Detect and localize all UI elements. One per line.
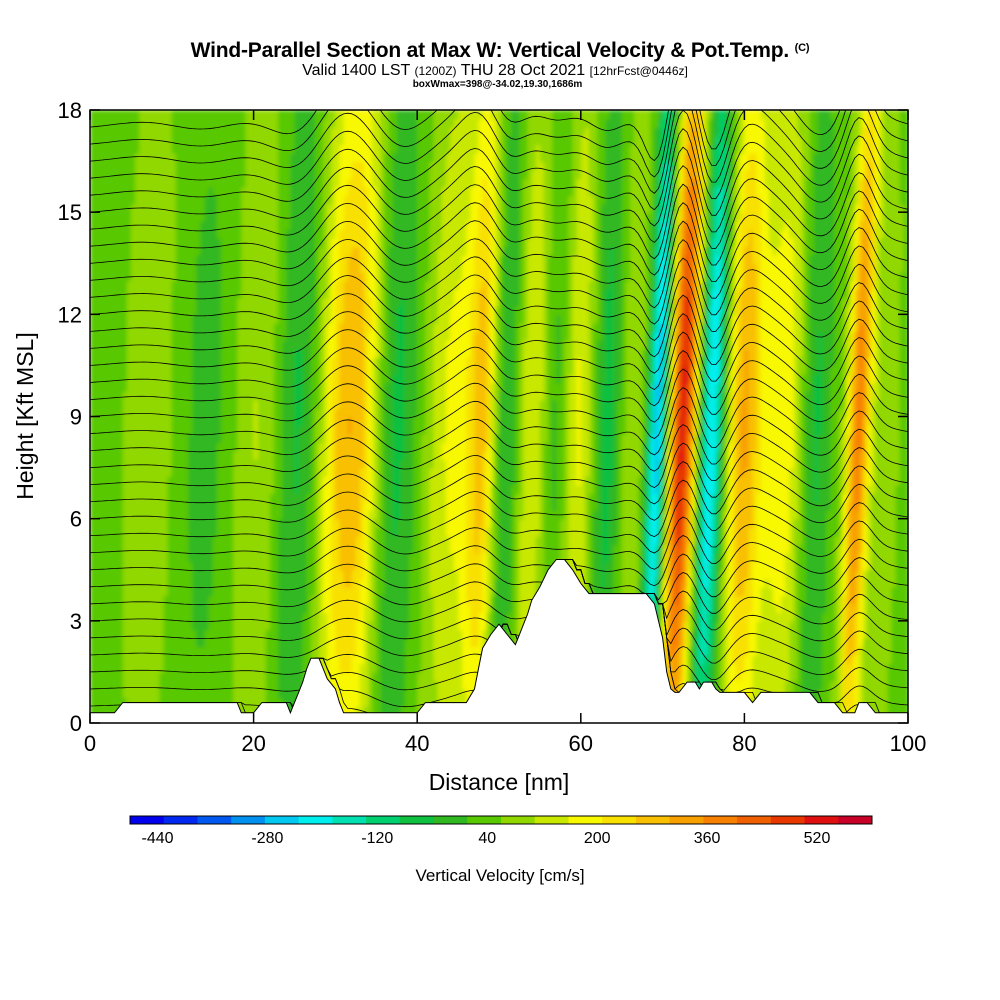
theta-contour xyxy=(90,424,908,489)
colorbar-swatch xyxy=(467,816,502,824)
colorbar-tick-label: -280 xyxy=(251,830,283,847)
y-tick-label: 3 xyxy=(70,609,82,634)
theta-contour xyxy=(90,239,908,325)
colorbar-tick-label: 520 xyxy=(804,830,831,847)
theta-contour xyxy=(90,350,908,423)
y-tick-label: 9 xyxy=(70,405,82,430)
colorbar-label: Vertical Velocity [cm/s] xyxy=(415,866,584,885)
colorbar-swatch xyxy=(197,816,232,824)
colorbar-swatch xyxy=(130,816,165,824)
colorbar: -440 -280 -120 40 200 360 520 xyxy=(129,815,873,847)
chart-subtitle: Valid 1400 LST (1200Z) THU 28 Oct 2021 [… xyxy=(0,63,1000,79)
colorbar-swatch xyxy=(298,816,333,824)
colorbar-swatch xyxy=(534,816,569,824)
theta-contour xyxy=(90,128,908,227)
valid-date: THU 28 Oct 2021 xyxy=(460,62,586,79)
theta-contour xyxy=(90,331,908,407)
colorbar-swatch xyxy=(163,816,198,824)
theta-contour xyxy=(90,313,908,390)
y-tick-label: 0 xyxy=(70,711,82,736)
theta-contour xyxy=(90,110,908,162)
theta-contour xyxy=(90,183,908,276)
chart-title: Wind-Parallel Section at Max W: Vertical… xyxy=(0,36,1000,63)
y-tick-label: 18 xyxy=(58,98,82,123)
axes: 0 20 40 60 80 100 0 3 6 9 12 15 18 xyxy=(58,98,927,756)
colorbar-swatch xyxy=(602,816,637,824)
colorbar-frame xyxy=(129,815,873,825)
theta-contour xyxy=(90,257,908,342)
colorbar-swatch xyxy=(804,816,839,824)
x-tick-label: 60 xyxy=(569,731,593,756)
y-tick-label: 15 xyxy=(58,200,82,225)
colorbar-swatch xyxy=(838,816,873,824)
theta-contour xyxy=(90,368,908,439)
y-tick-label: 6 xyxy=(70,507,82,532)
forecast-info: [12hrFcst@0446z] xyxy=(589,64,688,78)
x-tick-label: 40 xyxy=(405,731,429,756)
theta-contour xyxy=(90,479,908,538)
theta-contour xyxy=(90,294,908,374)
colorbar-tick-label: 360 xyxy=(694,830,721,847)
valid-time: Valid 1400 LST xyxy=(302,62,411,79)
terrain-mask xyxy=(89,559,909,724)
title-block: Wind-Parallel Section at Max W: Vertical… xyxy=(0,36,1000,91)
theta-contour xyxy=(90,110,908,194)
colorbar-swatch xyxy=(332,816,367,824)
theta-contour xyxy=(90,202,908,292)
theta-contour xyxy=(90,442,908,505)
theta-contour xyxy=(90,516,908,570)
colorbar-swatch xyxy=(770,816,805,824)
colorbar-tick-label: 200 xyxy=(584,830,611,847)
theta-contour xyxy=(90,110,908,211)
theta-contour xyxy=(90,559,908,614)
theta-contour xyxy=(90,535,908,587)
theta-contour xyxy=(90,387,908,456)
theta-contour xyxy=(90,498,908,554)
y-tick-label: 12 xyxy=(58,302,82,327)
colorbar-swatch xyxy=(399,816,434,824)
colorbar-swatch xyxy=(433,816,468,824)
y-axis-label: Height [Kft MSL] xyxy=(12,332,38,499)
colorbar-swatch xyxy=(264,816,300,824)
colorbar-swatch xyxy=(635,816,671,824)
colorbar-swatch xyxy=(501,816,536,824)
x-tick-label: 100 xyxy=(890,731,927,756)
theta-contour xyxy=(90,559,908,631)
colorbar-swatch xyxy=(366,816,401,824)
colorbar-tick-label: -440 xyxy=(141,830,173,847)
theta-contour xyxy=(90,405,908,472)
potential-temperature-contours xyxy=(90,110,908,714)
x-axis-label: Distance [nm] xyxy=(429,769,570,795)
theta-contour xyxy=(90,146,908,243)
box-wmax-info: boxWmax=398@-34.02,19.30,1686m xyxy=(412,79,583,90)
theta-contour xyxy=(90,553,908,601)
colorbar-swatch xyxy=(703,816,738,824)
x-tick-label: 20 xyxy=(241,731,265,756)
theta-contour xyxy=(90,461,908,521)
colorbar-swatch xyxy=(231,816,266,824)
colorbar-swatch xyxy=(669,816,704,824)
x-tick-label: 80 xyxy=(732,731,756,756)
copyright-mark: (C) xyxy=(794,42,810,54)
colorbar-tick-label: -120 xyxy=(361,830,393,847)
theta-contour xyxy=(90,110,908,178)
colorbar-tick-label: 40 xyxy=(478,830,496,847)
colorbar-swatch xyxy=(737,816,772,824)
x-tick-label: 0 xyxy=(84,731,96,756)
colorbar-swatch xyxy=(568,816,603,824)
theta-contour xyxy=(90,276,908,358)
theta-contour xyxy=(90,165,908,260)
utc-time: (1200Z) xyxy=(414,64,457,78)
theta-contour xyxy=(90,220,908,309)
chart-title-text: Wind-Parallel Section at Max W: Vertical… xyxy=(190,39,790,62)
